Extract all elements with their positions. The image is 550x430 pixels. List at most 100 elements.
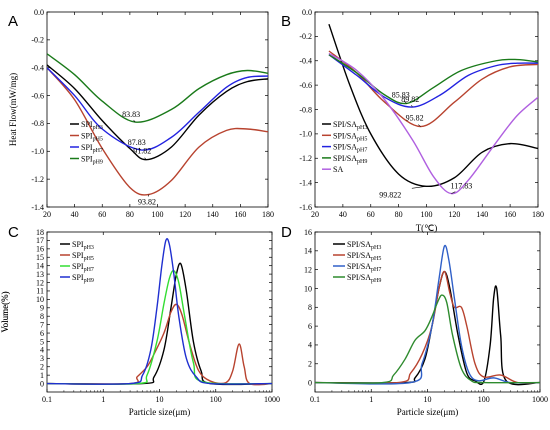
series-line <box>315 270 540 386</box>
x-tick-label: 160 <box>504 210 516 219</box>
y-tick-label: 14 <box>304 247 312 256</box>
annotation-arrow <box>418 124 421 127</box>
legend-label: SPIpH7 <box>81 143 103 154</box>
legend-label-subscript: pH5 <box>371 256 381 262</box>
legend-label: SPI/SApH5 <box>333 131 367 142</box>
x-tick-label: 80 <box>395 210 403 219</box>
x-tick-label: 20 <box>311 210 319 219</box>
x-tick-label: 160 <box>234 210 246 219</box>
x-tick-label: 1000 <box>532 395 548 404</box>
legend-label-base: SA <box>333 165 343 174</box>
series-line <box>47 303 272 386</box>
annotation-arrow <box>411 104 413 108</box>
y-tick-label: 16 <box>36 245 44 254</box>
series-line <box>47 262 272 386</box>
x-tick-label: 20 <box>43 210 51 219</box>
annotation-label: 93.82 <box>138 197 156 206</box>
x-axis-label: Particle size(μm) <box>129 407 191 417</box>
annotation-arrow <box>411 185 427 189</box>
x-tick-label: 40 <box>339 210 347 219</box>
x-tick-label: 1 <box>369 395 373 404</box>
x-tick-label: 120 <box>448 210 460 219</box>
y-tick-label: 12 <box>36 278 44 287</box>
series-line <box>315 294 540 384</box>
y-tick-label: 8 <box>40 312 44 321</box>
annotation-label: 95.82 <box>406 114 424 123</box>
legend-label: SPIpH5 <box>81 132 103 143</box>
legend-label-subscript: pH7 <box>93 148 103 154</box>
annotation-arrow <box>138 147 141 151</box>
y-tick-label: -0.8 <box>299 105 312 114</box>
legend-label-subscript: pH7 <box>357 148 367 154</box>
x-tick-label: 0.1 <box>310 395 320 404</box>
series-line <box>47 64 268 161</box>
y-tick-label: 0 <box>40 379 44 388</box>
annotation-arrow <box>404 101 407 104</box>
x-tick-label: 140 <box>207 210 219 219</box>
legend-label: SA <box>333 165 343 174</box>
series-group <box>47 53 268 196</box>
y-tick-label: 6 <box>40 329 44 338</box>
legend-label: SPIpH9 <box>81 155 103 166</box>
series-line <box>47 53 268 123</box>
x-tick-label: 100 <box>478 395 490 404</box>
legend-label: SPI/SApH5 <box>347 251 381 262</box>
y-axis-label: Heat Flow(mW/mg) <box>8 73 18 146</box>
x-axis-label: T(℃) <box>416 223 438 233</box>
y-tick-label: -0.2 <box>299 32 312 41</box>
panel-label: C <box>8 224 19 241</box>
series-line <box>47 67 268 196</box>
series-line <box>328 50 538 128</box>
x-tick-label: 100 <box>210 395 222 404</box>
legend-label-base: SPI/SA <box>333 154 357 163</box>
y-tick-label: 4 <box>40 346 44 355</box>
legend-label-base: SPI <box>72 240 84 249</box>
y-tick-label: 5 <box>40 337 44 346</box>
y-tick-label: 2 <box>308 360 312 369</box>
y-tick-label: 0 <box>308 378 312 387</box>
y-tick-label: 14 <box>36 261 44 270</box>
legend-label-subscript: pH9 <box>93 160 103 166</box>
series-line <box>315 244 540 385</box>
annotation-label: 117.83 <box>450 182 472 191</box>
legend-label-subscript: pH3 <box>93 125 103 131</box>
legend-label-base: SPI/SA <box>333 131 357 140</box>
panel-label: A <box>8 13 18 30</box>
legend-label-base: SPI/SA <box>347 273 371 282</box>
y-tick-label: -1.2 <box>31 175 44 184</box>
x-tick-label: 140 <box>476 210 488 219</box>
y-axis-label: Volume(%) <box>0 291 10 332</box>
y-tick-label: 12 <box>304 265 312 274</box>
annotation-label: 87.83 <box>128 138 146 147</box>
y-tick-label: 10 <box>36 295 44 304</box>
legend-label: SPIpH3 <box>81 120 103 131</box>
plot-frame <box>314 11 539 208</box>
series-line <box>315 270 540 384</box>
series-line <box>47 67 268 151</box>
x-tick-label: 0.1 <box>42 395 52 404</box>
legend-label: SPIpH5 <box>72 251 94 262</box>
x-axis-label: Particle size(μm) <box>397 407 459 417</box>
legend-label-subscript: pH7 <box>371 267 381 273</box>
legend-label-subscript: pH7 <box>84 267 94 273</box>
legend-label: SPI/SApH9 <box>347 273 381 284</box>
annotation-arrow <box>144 157 147 160</box>
y-tick-label: -1.0 <box>299 130 312 139</box>
series-group <box>315 244 540 386</box>
series-line <box>328 54 538 108</box>
y-tick-label: -1.4 <box>31 203 44 212</box>
legend-label: SPI/SApH7 <box>347 262 381 273</box>
x-tick-label: 180 <box>262 210 274 219</box>
legend-label: SPI/SApH9 <box>333 154 367 165</box>
panel-label: B <box>281 13 291 30</box>
y-tick-label: 13 <box>36 270 44 279</box>
panel-c: C0.1 1 10 100 100001234567891011121314151617… <box>0 224 280 417</box>
legend-label-base: SPI <box>81 143 93 152</box>
series-line <box>47 238 272 385</box>
y-tick-label: -1.6 <box>299 203 312 212</box>
y-tick-label: 18 <box>36 228 44 237</box>
legend-label-subscript: pH3 <box>357 125 367 131</box>
